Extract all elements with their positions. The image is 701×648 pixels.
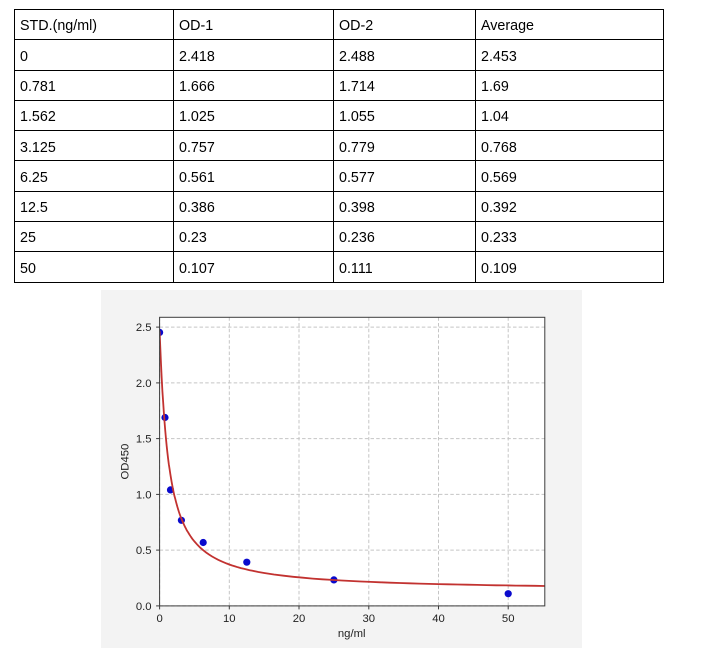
svg-text:0.0: 0.0 <box>136 601 152 613</box>
svg-text:40: 40 <box>432 613 445 625</box>
svg-text:50: 50 <box>502 613 515 625</box>
svg-text:0.5: 0.5 <box>136 545 152 557</box>
svg-text:0: 0 <box>156 613 162 625</box>
svg-text:1.0: 1.0 <box>136 489 152 501</box>
svg-text:ng/ml: ng/ml <box>338 628 366 640</box>
svg-text:OD450: OD450 <box>119 444 131 480</box>
svg-text:2.5: 2.5 <box>136 322 152 334</box>
svg-text:2.0: 2.0 <box>136 378 152 390</box>
svg-text:1.5: 1.5 <box>136 434 152 446</box>
svg-text:30: 30 <box>363 613 376 625</box>
svg-text:10: 10 <box>223 613 236 625</box>
svg-text:20: 20 <box>293 613 306 625</box>
